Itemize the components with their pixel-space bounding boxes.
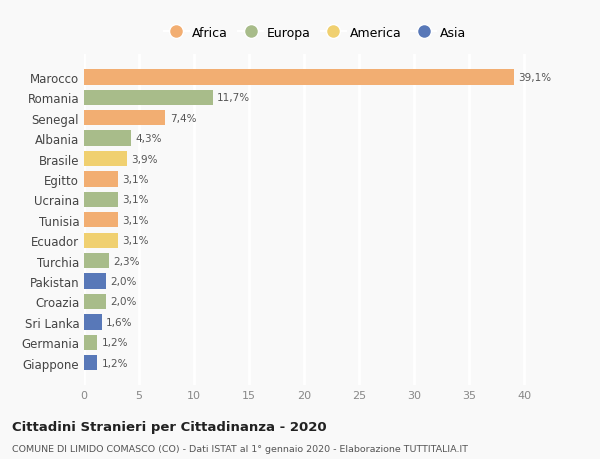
Text: COMUNE DI LIMIDO COMASCO (CO) - Dati ISTAT al 1° gennaio 2020 - Elaborazione TUT: COMUNE DI LIMIDO COMASCO (CO) - Dati IST… bbox=[12, 444, 468, 453]
Text: 11,7%: 11,7% bbox=[217, 93, 250, 103]
Text: 3,1%: 3,1% bbox=[122, 195, 149, 205]
Text: 1,2%: 1,2% bbox=[101, 337, 128, 347]
Bar bbox=[84, 70, 514, 85]
Text: 39,1%: 39,1% bbox=[518, 73, 551, 83]
Text: 4,3%: 4,3% bbox=[136, 134, 162, 144]
Bar bbox=[84, 172, 118, 187]
Bar bbox=[84, 111, 166, 126]
Bar bbox=[84, 355, 97, 370]
Text: Cittadini Stranieri per Cittadinanza - 2020: Cittadini Stranieri per Cittadinanza - 2… bbox=[12, 420, 326, 433]
Legend: Africa, Europa, America, Asia: Africa, Europa, America, Asia bbox=[158, 22, 472, 45]
Text: 3,1%: 3,1% bbox=[122, 215, 149, 225]
Text: 2,0%: 2,0% bbox=[110, 276, 137, 286]
Bar bbox=[84, 294, 106, 309]
Bar bbox=[84, 131, 131, 146]
Bar bbox=[84, 233, 118, 248]
Text: 7,4%: 7,4% bbox=[170, 113, 196, 123]
Text: 2,3%: 2,3% bbox=[114, 256, 140, 266]
Bar bbox=[84, 151, 127, 167]
Text: 1,2%: 1,2% bbox=[101, 358, 128, 368]
Bar bbox=[84, 192, 118, 207]
Text: 3,1%: 3,1% bbox=[122, 236, 149, 246]
Bar bbox=[84, 335, 97, 350]
Text: 2,0%: 2,0% bbox=[110, 297, 137, 307]
Text: 3,9%: 3,9% bbox=[131, 154, 158, 164]
Bar bbox=[84, 213, 118, 228]
Text: 1,6%: 1,6% bbox=[106, 317, 133, 327]
Bar bbox=[84, 90, 212, 106]
Text: 3,1%: 3,1% bbox=[122, 174, 149, 185]
Bar bbox=[84, 274, 106, 289]
Bar bbox=[84, 253, 109, 269]
Bar bbox=[84, 314, 101, 330]
